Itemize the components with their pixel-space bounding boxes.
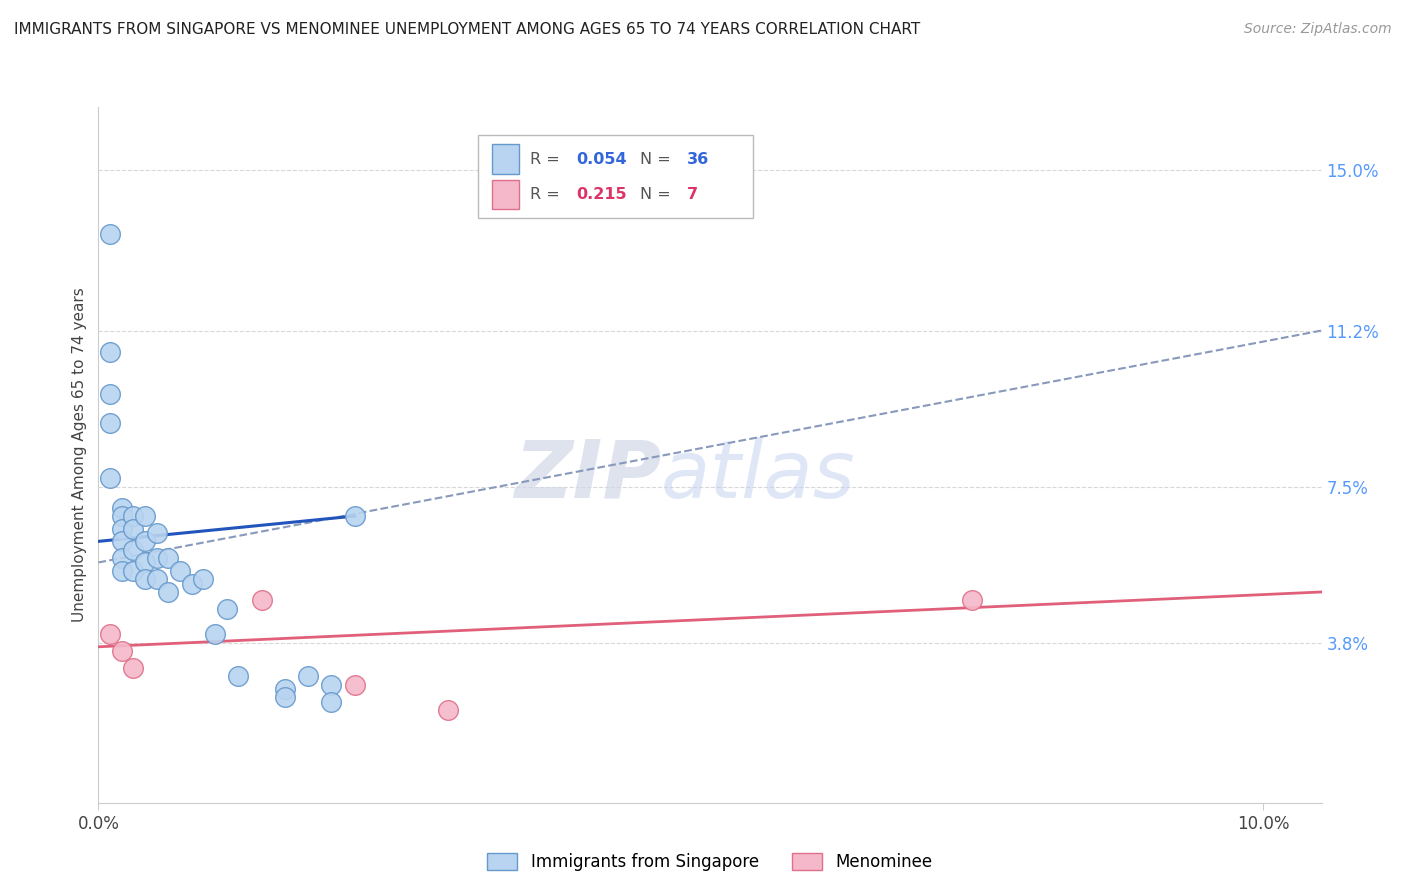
Point — [134, 556, 156, 570]
Point — [226, 669, 249, 683]
Point — [122, 509, 145, 524]
Point — [122, 661, 145, 675]
Point — [111, 534, 134, 549]
Point — [145, 572, 167, 586]
Bar — [492, 145, 519, 174]
Text: Source: ZipAtlas.com: Source: ZipAtlas.com — [1244, 22, 1392, 37]
Point — [193, 572, 215, 586]
Point — [204, 627, 226, 641]
Point — [145, 551, 167, 566]
Point — [274, 690, 297, 705]
Point — [111, 551, 134, 566]
Point — [297, 669, 319, 683]
FancyBboxPatch shape — [478, 135, 752, 219]
Bar — [492, 179, 519, 209]
Point — [169, 564, 191, 578]
Y-axis label: Unemployment Among Ages 65 to 74 years: Unemployment Among Ages 65 to 74 years — [72, 287, 87, 623]
Point — [122, 542, 145, 557]
Text: IMMIGRANTS FROM SINGAPORE VS MENOMINEE UNEMPLOYMENT AMONG AGES 65 TO 74 YEARS CO: IMMIGRANTS FROM SINGAPORE VS MENOMINEE U… — [14, 22, 921, 37]
Point — [250, 593, 273, 607]
Point — [98, 471, 121, 485]
Point — [98, 386, 121, 401]
Point — [157, 551, 180, 566]
Point — [111, 644, 134, 658]
Point — [960, 593, 983, 607]
Point — [111, 500, 134, 515]
Point — [134, 509, 156, 524]
Point — [343, 509, 366, 524]
Point — [98, 417, 121, 431]
Point — [122, 522, 145, 536]
Text: 7: 7 — [686, 186, 697, 202]
Point — [111, 564, 134, 578]
Text: atlas: atlas — [661, 437, 856, 515]
Point — [98, 227, 121, 241]
Point — [122, 564, 145, 578]
Point — [145, 525, 167, 540]
Point — [157, 585, 180, 599]
Point — [321, 695, 343, 709]
Point — [343, 678, 366, 692]
Point — [111, 522, 134, 536]
Point — [215, 602, 238, 616]
Point — [437, 703, 460, 717]
Point — [98, 627, 121, 641]
Point — [98, 344, 121, 359]
Legend: Immigrants from Singapore, Menominee: Immigrants from Singapore, Menominee — [481, 847, 939, 878]
Point — [180, 576, 202, 591]
Point — [321, 678, 343, 692]
Text: ZIP: ZIP — [513, 437, 661, 515]
Point — [134, 572, 156, 586]
Text: 36: 36 — [686, 152, 709, 167]
Point — [111, 509, 134, 524]
Point — [134, 534, 156, 549]
Text: R =: R = — [530, 186, 565, 202]
Text: R =: R = — [530, 152, 565, 167]
Text: N =: N = — [640, 152, 676, 167]
Text: 0.215: 0.215 — [576, 186, 627, 202]
Point — [274, 681, 297, 696]
Text: N =: N = — [640, 186, 676, 202]
Text: 0.054: 0.054 — [576, 152, 627, 167]
